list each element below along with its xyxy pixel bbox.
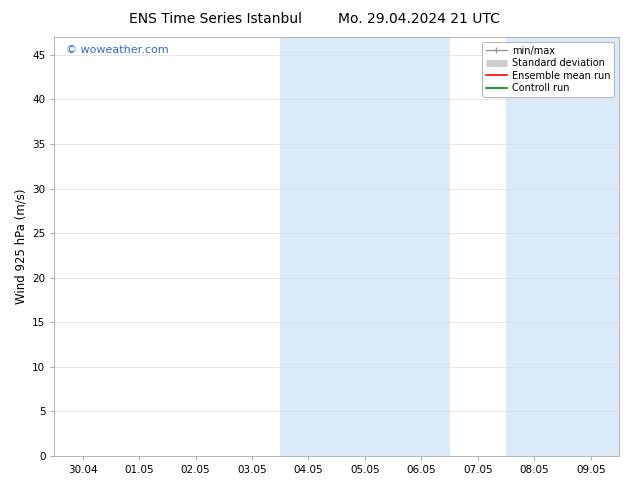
Y-axis label: Wind 925 hPa (m/s): Wind 925 hPa (m/s) (15, 189, 28, 304)
Legend: min/max, Standard deviation, Ensemble mean run, Controll run: min/max, Standard deviation, Ensemble me… (482, 42, 614, 97)
Bar (506, 37, 619, 456)
Text: © woweather.com: © woweather.com (66, 46, 169, 55)
Bar (280, 37, 450, 456)
Text: Mo. 29.04.2024 21 UTC: Mo. 29.04.2024 21 UTC (337, 12, 500, 26)
Text: ENS Time Series Istanbul: ENS Time Series Istanbul (129, 12, 302, 26)
